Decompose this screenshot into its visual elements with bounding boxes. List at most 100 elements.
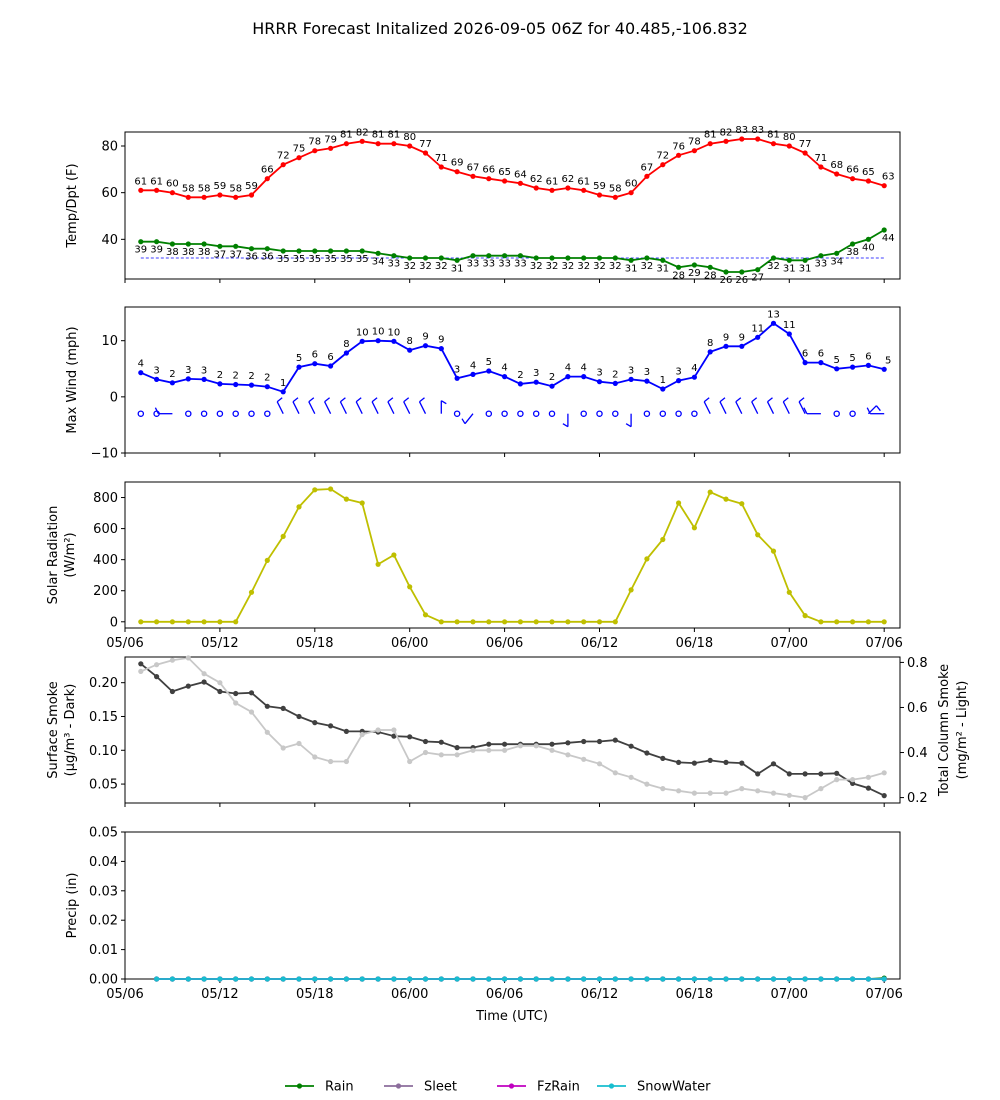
series-smoke_column: [138, 655, 887, 801]
data-label-dewpoint: 32: [577, 261, 590, 272]
data-point-snowwater: [881, 976, 887, 982]
data-point-dewpoint: [375, 250, 381, 256]
data-point-wind: [676, 378, 682, 384]
y-tick-label: 0.20: [89, 676, 118, 691]
data-point-smoke_surface: [581, 738, 587, 745]
data-point-temp: [280, 162, 286, 168]
data-point-solar: [375, 561, 381, 567]
legend-swatch-marker: [395, 1083, 402, 1089]
data-point-smoke_surface: [138, 661, 144, 667]
data-point-dewpoint: [233, 243, 239, 249]
data-point-temp: [691, 148, 698, 154]
wind-barb-flag: [324, 397, 331, 403]
data-point-dewpoint: [517, 253, 524, 259]
data-point-temp: [201, 194, 207, 200]
wind-barb-shaft: [292, 401, 300, 414]
data-point-smoke_column: [248, 709, 255, 715]
data-label-wind: 2: [612, 369, 618, 380]
data-label-dewpoint: 36: [261, 252, 274, 263]
data-label-wind: 9: [739, 332, 745, 343]
data-label-wind: 9: [723, 332, 729, 343]
data-point-solar: [676, 500, 682, 506]
wind-barb-flag: [803, 407, 808, 414]
data-point-wind: [217, 381, 223, 387]
data-point-solar: [154, 619, 160, 625]
data-point-smoke_column: [217, 680, 223, 686]
data-point-wind: [755, 334, 761, 340]
data-point-solar: [470, 619, 476, 625]
data-point-temp: [755, 136, 761, 142]
data-point-snowwater: [786, 976, 792, 982]
data-point-smoke_column: [755, 788, 761, 794]
wind-barb-shaft: [719, 401, 727, 414]
x-tick-label: 07/06: [865, 636, 902, 651]
y-tick-label: 400: [93, 553, 118, 568]
data-label-wind: 4: [565, 363, 571, 374]
data-point-smoke_column: [723, 790, 729, 796]
series-line-smoke_surface: [140, 663, 885, 797]
data-point-smoke_column: [185, 655, 191, 661]
data-point-temp: [596, 192, 603, 198]
data-point-smoke_surface: [185, 683, 191, 689]
data-point-wind: [264, 384, 270, 390]
y-tick-label: 600: [93, 522, 118, 537]
data-label-dewpoint: 32: [609, 261, 622, 272]
data-point-smoke_surface: [549, 741, 555, 747]
data-point-wind: [233, 381, 239, 388]
data-point-dewpoint: [865, 236, 872, 242]
data-point-dewpoint: [881, 227, 887, 233]
data-point-solar: [850, 619, 856, 625]
data-point-wind: [565, 374, 571, 380]
data-point-smoke_surface: [280, 705, 286, 712]
data-label-wind: 4: [138, 359, 144, 370]
data-point-dewpoint: [755, 267, 761, 273]
data-point-dewpoint: [201, 241, 207, 247]
data-point-smoke_column: [581, 756, 587, 762]
wind-barb-flag: [735, 397, 742, 403]
data-point-wind: [185, 376, 191, 382]
x-tick-label: 06/00: [391, 987, 428, 1002]
data-point-smoke_column: [881, 770, 887, 776]
data-point-solar: [169, 619, 175, 625]
data-label-dewpoint: 40: [862, 242, 875, 253]
data-point-smoke_column: [201, 671, 207, 677]
data-point-dewpoint: [312, 248, 318, 254]
data-point-temp: [786, 143, 792, 149]
data-point-dewpoint: [328, 248, 334, 254]
data-point-wind: [201, 376, 207, 382]
data-point-snowwater: [217, 976, 223, 982]
data-point-solar: [786, 589, 792, 595]
data-point-snowwater: [154, 976, 160, 982]
data-label-dewpoint: 32: [593, 261, 606, 272]
data-point-wind: [438, 346, 444, 352]
y-tick-label: 800: [93, 491, 118, 506]
data-label-temp: 62: [562, 174, 575, 185]
data-label-wind: 2: [549, 372, 555, 383]
data-label-temp: 67: [467, 162, 480, 173]
data-point-snowwater: [169, 976, 175, 982]
data-label-dewpoint: 35: [293, 254, 306, 265]
data-point-smoke_surface: [407, 734, 413, 740]
data-label-temp: 77: [799, 139, 812, 150]
data-point-temp: [343, 141, 349, 147]
y-right-tick-label: 0.6: [907, 701, 928, 716]
data-point-wind: [343, 350, 349, 356]
data-point-snowwater: [549, 976, 555, 982]
data-point-smoke_surface: [233, 690, 239, 697]
series-line-wind: [140, 322, 885, 393]
data-point-smoke_surface: [596, 738, 603, 745]
wind-barb-flag: [339, 397, 346, 403]
data-point-smoke_surface: [850, 780, 856, 787]
data-label-temp: 83: [735, 125, 748, 136]
data-point-wind: [454, 375, 460, 381]
wind-barb-flag: [562, 423, 569, 428]
data-label-dewpoint: 32: [403, 261, 416, 272]
data-point-wind: [850, 364, 856, 370]
data-point-snowwater: [391, 976, 397, 982]
data-point-snowwater: [438, 976, 444, 982]
data-point-temp: [359, 138, 365, 144]
data-label-temp: 81: [704, 130, 717, 141]
data-point-wind: [533, 379, 539, 385]
data-point-smoke_column: [328, 758, 334, 765]
